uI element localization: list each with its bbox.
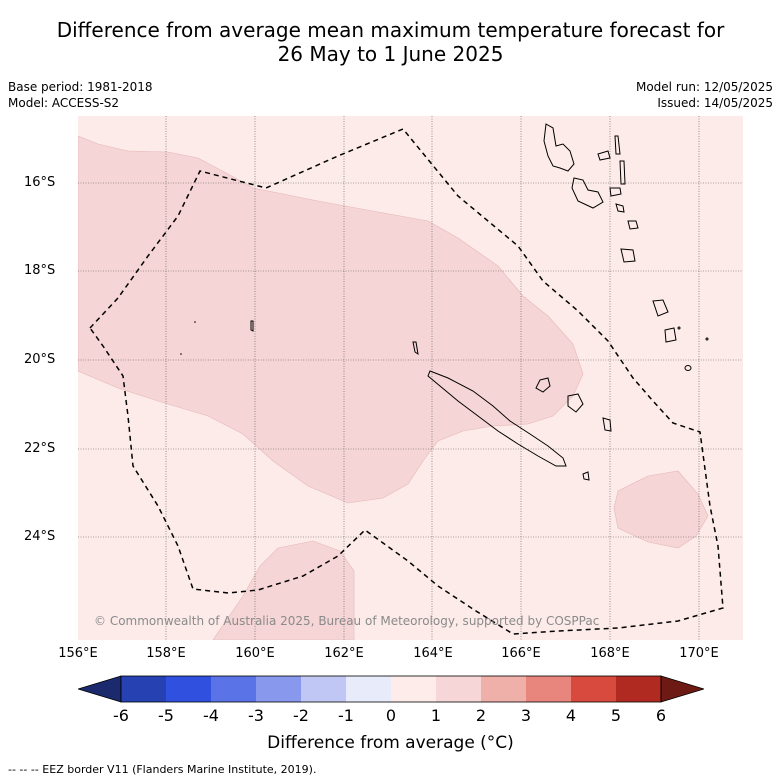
belep-islands [412,341,419,356]
vanuatu-tanna [652,299,669,317]
title-line-2: 26 May to 1 June 2025 [277,42,504,66]
colorbar-outline [120,675,662,703]
gridlines [78,116,743,640]
vanuatu-malo [597,150,611,161]
vanuatu-efate [627,220,639,230]
lat-label-22s: 22°S [24,441,56,456]
anomaly-region-east [613,470,709,549]
colorbar-tick-3: 3 [520,706,532,725]
colorbar-label: Difference from average (°C) [267,733,514,753]
eez-footnote: -- -- -- EEZ border V11 (Flanders Marine… [8,763,317,776]
meta-left: Base period: 1981-2018 Model: ACCESS-S2 [8,79,153,111]
colorbar-extend-low [78,675,122,703]
chesterfield-reef [250,320,254,332]
colorbar-extend-high [660,675,704,703]
loyalty-island-2 [567,393,584,413]
vanuatu-epi [615,203,625,213]
colorbar-bin-m2-m1 [301,676,346,702]
model-name: Model: ACCESS-S2 [8,96,120,110]
reef-dot-1 [194,321,196,323]
colorbar-tick-m2: -2 [293,706,309,725]
title-line-1: Difference from average mean maximum tem… [56,18,725,42]
colorbar-bin-3-4 [526,676,571,702]
lon-label-168e: 168°E [590,646,630,661]
meta-right: Model run: 12/05/2025 Issued: 14/05/2025 [636,79,773,111]
vanuatu-malekula [571,177,604,209]
colorbar-bin-m4-m3 [211,676,256,702]
vanuatu-pentecost [619,160,626,185]
vanuatu-espiritu-santo [543,123,575,172]
lon-label-166e: 166°E [501,646,541,661]
map-title: Difference from average mean maximum tem… [0,18,781,66]
lat-label-16s: 16°S [24,175,56,190]
eez-border [89,128,724,635]
lat-label-18s: 18°S [24,263,56,278]
islet-3 [684,365,692,371]
colorbar-bin-0-1 [391,676,436,702]
new-caledonia-island [427,370,567,467]
colorbar-bin-2-3 [481,676,526,702]
islet-1 [677,326,681,330]
map-panel [78,116,743,640]
colorbar-tick-0: 0 [385,706,397,725]
issued-date: Issued: 14/05/2025 [657,96,773,110]
lon-label-156e: 156°E [58,646,98,661]
vanuatu-ambrym [609,187,622,197]
colorbar-bin-m1-0 [346,676,391,702]
colorbar [78,675,704,703]
islet-2 [705,337,709,341]
base-period: Base period: 1981-2018 [8,80,153,94]
colorbar-tick-4: 4 [565,706,577,725]
colorbar-bin-5-6 [616,676,661,702]
lon-label-164e: 164°E [413,646,453,661]
vanuatu-maewo [614,135,621,155]
lon-label-158e: 158°E [146,646,186,661]
lat-label-24s: 24°S [24,529,56,544]
colorbar-tick-m4: -4 [203,706,219,725]
lat-label-20s: 20°S [24,352,56,367]
copyright-notice: © Commonwealth of Australia 2025, Bureau… [94,614,600,628]
loyalty-island-1 [535,377,551,393]
isle-of-pines [582,471,590,481]
colorbar-bin-m5-m4 [166,676,211,702]
loyalty-island-3 [602,417,612,432]
lon-label-160e: 160°E [235,646,275,661]
colorbar-tick-6: 6 [655,706,667,725]
lon-label-170e: 170°E [679,646,719,661]
vanuatu-erromango [620,248,636,263]
colorbar-bin-m3-m2 [256,676,301,702]
reef-dot-2 [180,353,182,355]
lon-label-162e: 162°E [324,646,364,661]
vanuatu-aneityum [664,327,677,343]
colorbar-bin-4-5 [571,676,616,702]
model-run: Model run: 12/05/2025 [635,80,773,94]
colorbar-tick-m3: -3 [248,706,264,725]
colorbar-bin-1-2 [436,676,481,702]
colorbar-tick-2: 2 [475,706,487,725]
anomaly-region-south [212,540,355,640]
colorbar-tick-m1: -1 [338,706,354,725]
colorbar-tick-5: 5 [610,706,622,725]
map-svg [78,116,743,640]
colorbar-tick-m6: -6 [113,706,129,725]
colorbar-tick-m5: -5 [158,706,174,725]
colorbar-bin-m6-m5 [121,676,166,702]
colorbar-tick-1: 1 [430,706,442,725]
